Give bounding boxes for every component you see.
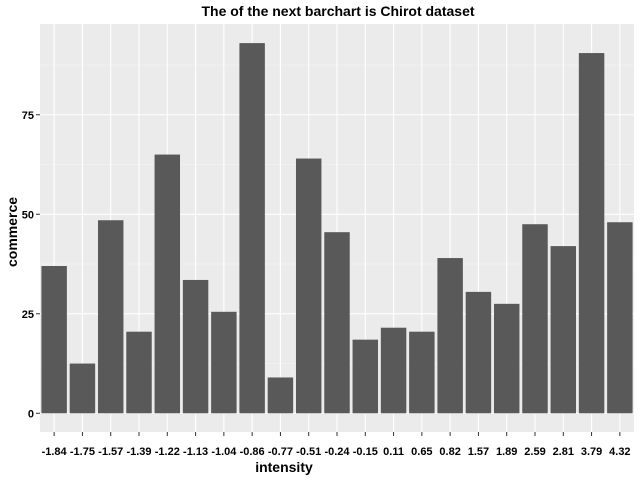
bar-2.81 xyxy=(550,246,577,414)
bar-2.59 xyxy=(522,224,548,414)
bar-0.82 xyxy=(437,258,463,414)
bar--1.04 xyxy=(211,311,237,414)
bar--1.57 xyxy=(97,220,124,414)
x-tick-label: 0.65 xyxy=(411,446,432,458)
bar--0.24 xyxy=(324,232,350,414)
x-tick-label: 1.57 xyxy=(468,446,489,458)
bar-0.11 xyxy=(380,327,407,414)
x-tick-label: 2.59 xyxy=(524,446,545,458)
x-tick-label: -0.77 xyxy=(268,446,293,458)
bar-1.57 xyxy=(465,291,492,414)
x-tick-label: -1.13 xyxy=(183,446,208,458)
x-tick-label: 1.89 xyxy=(496,446,517,458)
x-axis-title: intensity xyxy=(255,459,313,475)
bar-0.65 xyxy=(409,331,435,414)
bar--1.13 xyxy=(182,279,209,414)
x-tick-label: -1.22 xyxy=(155,446,180,458)
x-tick-label: 3.79 xyxy=(581,446,602,458)
x-tick-label: -1.84 xyxy=(42,446,68,458)
x-tick-label: -0.51 xyxy=(296,446,321,458)
bar--0.15 xyxy=(352,339,379,414)
plot-panel xyxy=(40,24,634,432)
bar--1.39 xyxy=(126,331,152,414)
bar--0.51 xyxy=(295,158,322,414)
x-tick-label: 0.11 xyxy=(383,446,404,458)
bar--1.22 xyxy=(154,154,181,414)
bar-4.32 xyxy=(607,222,633,414)
y-axis-title: commerce xyxy=(4,197,20,267)
y-tick-label: 75 xyxy=(22,110,34,122)
x-tick-label: -1.04 xyxy=(211,446,237,458)
x-tick-label: 4.32 xyxy=(609,446,630,458)
x-tick-label: 2.81 xyxy=(553,446,574,458)
x-tick-label: -1.57 xyxy=(98,446,123,458)
y-tick-label: 50 xyxy=(22,209,34,221)
x-tick-label: -0.15 xyxy=(353,446,378,458)
bar-3.79 xyxy=(578,53,605,414)
x-tick-label: -0.24 xyxy=(324,446,350,458)
x-tick-label: 0.82 xyxy=(439,446,460,458)
y-tick-label: 25 xyxy=(22,309,34,321)
x-tick-label: -0.86 xyxy=(240,446,265,458)
bar--1.75 xyxy=(69,363,96,414)
chart-title: The of the next barchart is Chirot datas… xyxy=(201,3,474,19)
x-tick-label: -1.75 xyxy=(70,446,95,458)
bar--0.77 xyxy=(267,377,294,414)
bar--1.84 xyxy=(41,266,67,414)
bar--0.86 xyxy=(239,43,265,414)
bar-1.89 xyxy=(493,303,520,414)
x-tick-label: -1.39 xyxy=(126,446,151,458)
y-tick-label: 0 xyxy=(28,408,34,420)
